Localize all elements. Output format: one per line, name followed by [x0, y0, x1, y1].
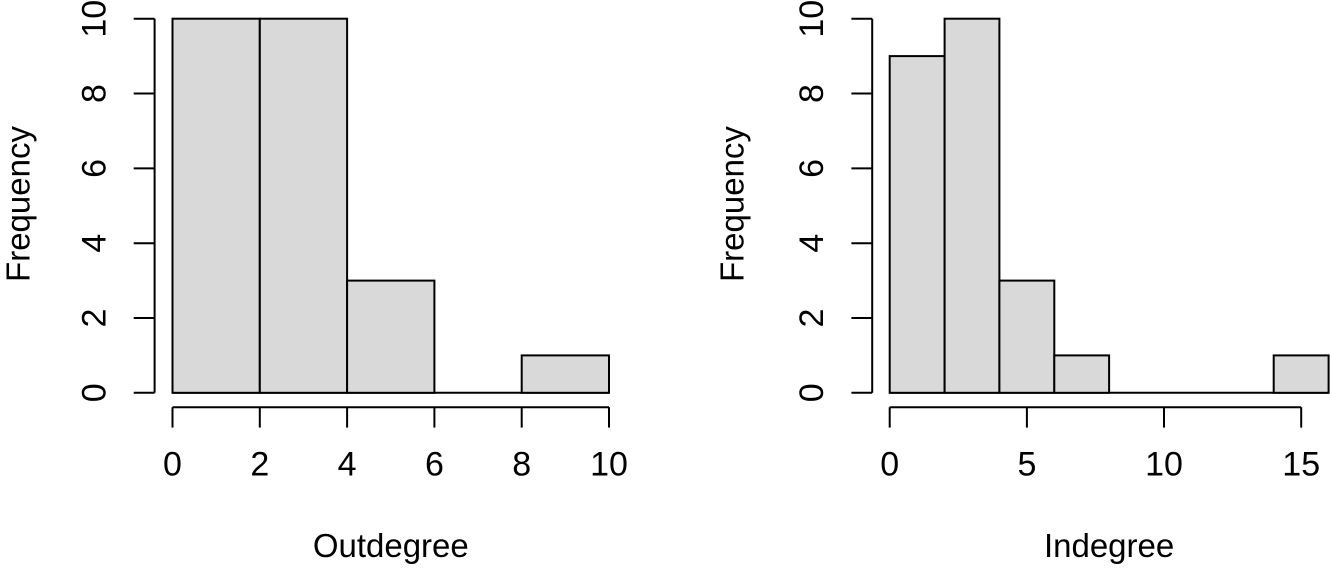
svg-text:4: 4: [76, 234, 114, 253]
svg-text:4: 4: [338, 445, 357, 483]
svg-text:15: 15: [1282, 445, 1320, 483]
svg-text:2: 2: [76, 309, 114, 328]
svg-text:Outdegree: Outdegree: [313, 527, 469, 564]
svg-text:0: 0: [793, 383, 831, 402]
svg-text:2: 2: [250, 445, 269, 483]
svg-text:8: 8: [512, 445, 531, 483]
svg-text:8: 8: [793, 84, 831, 103]
svg-text:8: 8: [76, 84, 114, 103]
svg-text:Indegree: Indegree: [1044, 527, 1174, 564]
svg-text:0: 0: [76, 383, 114, 402]
svg-text:10: 10: [590, 445, 628, 483]
svg-text:6: 6: [76, 159, 114, 178]
svg-text:10: 10: [76, 0, 114, 38]
svg-text:10: 10: [793, 0, 831, 38]
svg-text:Frequency: Frequency: [0, 126, 36, 282]
svg-text:6: 6: [793, 159, 831, 178]
svg-text:10: 10: [1145, 445, 1183, 483]
svg-text:2: 2: [793, 309, 831, 328]
svg-text:6: 6: [425, 445, 444, 483]
svg-text:5: 5: [1017, 445, 1036, 483]
svg-text:0: 0: [163, 445, 182, 483]
svg-text:0: 0: [880, 445, 899, 483]
svg-text:4: 4: [793, 234, 831, 253]
svg-text:Frequency: Frequency: [714, 126, 751, 282]
